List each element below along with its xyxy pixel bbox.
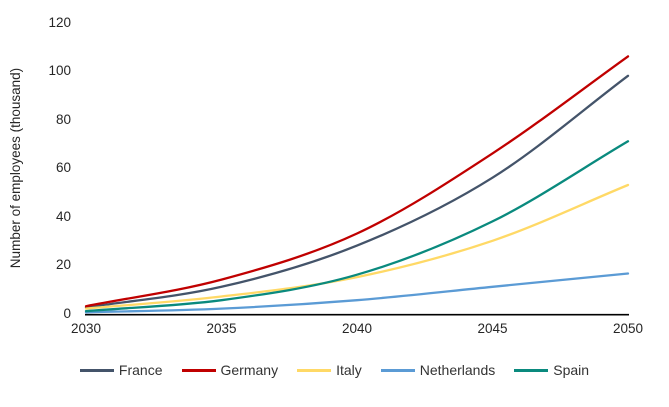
series-line-netherlands	[84, 272, 630, 314]
x-tick-label: 2050	[612, 321, 644, 336]
series-line-france	[84, 74, 630, 309]
y-tick-label: 20	[55, 257, 71, 272]
legend-item-spain: Spain	[514, 362, 589, 378]
y-tick-label: 60	[55, 160, 71, 175]
chart-legend: France Germany Italy Netherlands Spain	[0, 361, 669, 379]
legend-line-swatch	[297, 368, 332, 372]
y-tick-label: 100	[48, 63, 71, 78]
series-line-germany	[84, 55, 630, 308]
x-tick-label: 2035	[206, 321, 237, 336]
legend-line-swatch	[79, 368, 114, 372]
legend-item-netherlands: Netherlands	[380, 362, 496, 378]
y-tick-label: 120	[48, 14, 71, 30]
legend-label: Italy	[336, 362, 362, 378]
legend-item-italy: Italy	[297, 362, 362, 378]
legend-item-france: France	[79, 362, 163, 378]
y-tick-label: 40	[55, 208, 71, 224]
legend-label: Netherlands	[419, 362, 496, 378]
x-tick-label: 2045	[477, 321, 508, 336]
legend-line-swatch	[181, 368, 216, 372]
x-tick-label: 2030	[70, 321, 102, 336]
legend-line-swatch	[514, 368, 549, 372]
series-line-italy	[84, 183, 630, 310]
series-line-spain	[84, 140, 630, 313]
legend-item-germany: Germany	[181, 362, 279, 378]
legend-label: France	[118, 362, 163, 378]
legend-label: Spain	[553, 362, 590, 378]
legend-label: Germany	[220, 362, 279, 378]
x-tick-label: 2040	[341, 321, 373, 336]
y-tick-label: 0	[63, 305, 71, 321]
legend-line-swatch	[380, 368, 415, 372]
y-tick-label: 80	[55, 111, 71, 127]
